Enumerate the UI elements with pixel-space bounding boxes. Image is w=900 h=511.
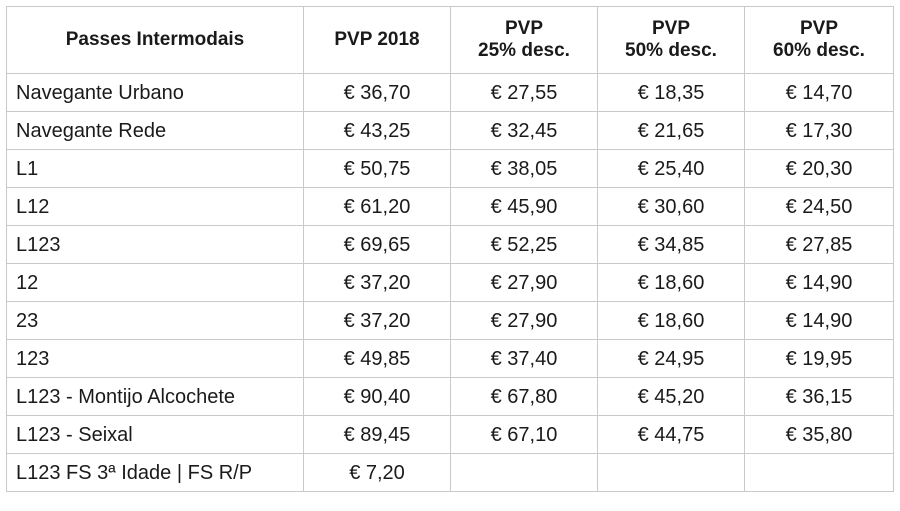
header-pvp-25-line1: PVP bbox=[504, 18, 544, 39]
price-25-desc: € 67,80 bbox=[450, 377, 598, 416]
price-60-desc bbox=[744, 453, 894, 492]
pass-name: 12 bbox=[6, 263, 304, 302]
price-pvp-2018: € 89,45 bbox=[303, 415, 451, 454]
price-pvp-2018: € 50,75 bbox=[303, 149, 451, 188]
price-pvp-2018: € 36,70 bbox=[303, 73, 451, 112]
price-50-desc: € 18,60 bbox=[597, 301, 745, 340]
header-pvp-60-line2: 60% desc. bbox=[773, 40, 865, 61]
price-50-desc: € 24,95 bbox=[597, 339, 745, 378]
table-row: 12 € 37,20 € 27,90 € 18,60 € 14,90 bbox=[6, 263, 894, 302]
price-50-desc: € 45,20 bbox=[597, 377, 745, 416]
pass-name: L123 FS 3ª Idade | FS R/P bbox=[6, 453, 304, 492]
price-25-desc: € 37,40 bbox=[450, 339, 598, 378]
price-pvp-2018: € 61,20 bbox=[303, 187, 451, 226]
price-50-desc: € 21,65 bbox=[597, 111, 745, 150]
price-50-desc: € 18,35 bbox=[597, 73, 745, 112]
price-50-desc bbox=[597, 453, 745, 492]
header-pvp-50-line2: 50% desc. bbox=[625, 40, 717, 61]
price-25-desc: € 27,90 bbox=[450, 301, 598, 340]
pass-name: L123 - Montijo Alcochete bbox=[6, 377, 304, 416]
header-pvp-2018: PVP 2018 bbox=[303, 6, 451, 74]
pass-name: L12 bbox=[6, 187, 304, 226]
table-row: Navegante Rede € 43,25 € 32,45 € 21,65 €… bbox=[6, 111, 894, 150]
header-pvp-50: PVP 50% desc. bbox=[597, 6, 745, 74]
price-60-desc: € 20,30 bbox=[744, 149, 894, 188]
price-60-desc: € 27,85 bbox=[744, 225, 894, 264]
price-pvp-2018: € 69,65 bbox=[303, 225, 451, 264]
header-pvp-25: PVP 25% desc. bbox=[450, 6, 598, 74]
price-60-desc: € 14,90 bbox=[744, 301, 894, 340]
table-row: L123 - Montijo Alcochete € 90,40 € 67,80… bbox=[6, 377, 894, 416]
price-pvp-2018: € 49,85 bbox=[303, 339, 451, 378]
price-60-desc: € 19,95 bbox=[744, 339, 894, 378]
price-60-desc: € 14,70 bbox=[744, 73, 894, 112]
price-50-desc: € 34,85 bbox=[597, 225, 745, 264]
price-60-desc: € 17,30 bbox=[744, 111, 894, 150]
table-row: L1 € 50,75 € 38,05 € 25,40 € 20,30 bbox=[6, 149, 894, 188]
table-header: Passes Intermodais PVP 2018 PVP 25% desc… bbox=[6, 6, 894, 74]
table-row: Navegante Urbano € 36,70 € 27,55 € 18,35… bbox=[6, 73, 894, 112]
header-pvp-60: PVP 60% desc. bbox=[744, 6, 894, 74]
header-passes-line1: Passes Intermodais bbox=[65, 29, 245, 50]
table-row: 123 € 49,85 € 37,40 € 24,95 € 19,95 bbox=[6, 339, 894, 378]
header-pvp-25-line2: 25% desc. bbox=[478, 40, 570, 61]
header-pvp-50-line1: PVP bbox=[651, 18, 691, 39]
pass-name: L123 bbox=[6, 225, 304, 264]
table-row: L123 - Seixal € 89,45 € 67,10 € 44,75 € … bbox=[6, 415, 894, 454]
price-pvp-2018: € 90,40 bbox=[303, 377, 451, 416]
price-60-desc: € 24,50 bbox=[744, 187, 894, 226]
price-25-desc bbox=[450, 453, 598, 492]
price-pvp-2018: € 43,25 bbox=[303, 111, 451, 150]
price-25-desc: € 52,25 bbox=[450, 225, 598, 264]
pass-name: 123 bbox=[6, 339, 304, 378]
price-25-desc: € 27,90 bbox=[450, 263, 598, 302]
table-row: L123 € 69,65 € 52,25 € 34,85 € 27,85 bbox=[6, 225, 894, 264]
pass-name: 23 bbox=[6, 301, 304, 340]
price-25-desc: € 38,05 bbox=[450, 149, 598, 188]
pass-name: Navegante Urbano bbox=[6, 73, 304, 112]
pass-name: L1 bbox=[6, 149, 304, 188]
pass-name: L123 - Seixal bbox=[6, 415, 304, 454]
price-pvp-2018: € 7,20 bbox=[303, 453, 451, 492]
table-row: L123 FS 3ª Idade | FS R/P € 7,20 bbox=[6, 453, 894, 492]
pass-name: Navegante Rede bbox=[6, 111, 304, 150]
header-passes: Passes Intermodais bbox=[6, 6, 304, 74]
price-60-desc: € 14,90 bbox=[744, 263, 894, 302]
price-50-desc: € 30,60 bbox=[597, 187, 745, 226]
header-pvp-2018-line1: PVP 2018 bbox=[334, 29, 420, 50]
table-body: Navegante Urbano € 36,70 € 27,55 € 18,35… bbox=[6, 73, 894, 492]
price-25-desc: € 45,90 bbox=[450, 187, 598, 226]
price-50-desc: € 18,60 bbox=[597, 263, 745, 302]
price-pvp-2018: € 37,20 bbox=[303, 263, 451, 302]
price-50-desc: € 44,75 bbox=[597, 415, 745, 454]
header-row: Passes Intermodais PVP 2018 PVP 25% desc… bbox=[6, 6, 894, 74]
price-pvp-2018: € 37,20 bbox=[303, 301, 451, 340]
table-row: L12 € 61,20 € 45,90 € 30,60 € 24,50 bbox=[6, 187, 894, 226]
header-pvp-60-line1: PVP bbox=[799, 18, 839, 39]
price-50-desc: € 25,40 bbox=[597, 149, 745, 188]
price-60-desc: € 36,15 bbox=[744, 377, 894, 416]
table-row: 23 € 37,20 € 27,90 € 18,60 € 14,90 bbox=[6, 301, 894, 340]
price-60-desc: € 35,80 bbox=[744, 415, 894, 454]
price-25-desc: € 27,55 bbox=[450, 73, 598, 112]
passes-price-table: Passes Intermodais PVP 2018 PVP 25% desc… bbox=[6, 6, 894, 492]
price-25-desc: € 32,45 bbox=[450, 111, 598, 150]
price-25-desc: € 67,10 bbox=[450, 415, 598, 454]
